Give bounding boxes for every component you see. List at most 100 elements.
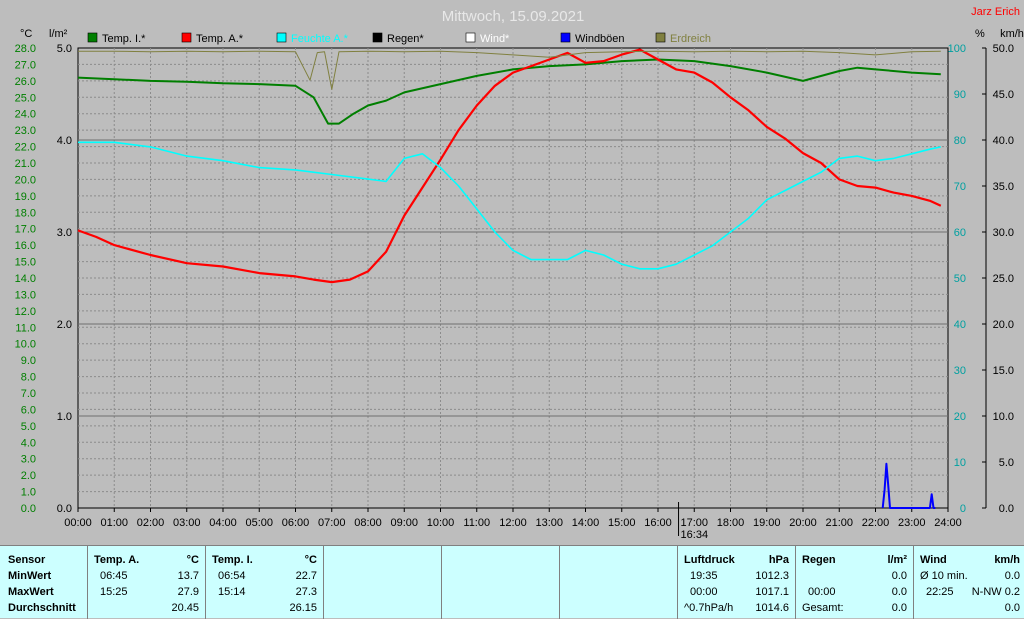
legend-label: Temp. I.*	[102, 33, 146, 45]
rain-unit-label: l/m²	[49, 28, 68, 40]
chart-legend: Temp. I.* Temp. A.* Feuchte A.* Regen* Wind*…	[87, 32, 711, 45]
legend-label: Regen*	[387, 33, 424, 45]
empty-column-2	[442, 546, 560, 619]
x-tick-label: 01:00	[100, 517, 128, 529]
x-tick-label: 06:00	[282, 517, 310, 529]
rain-tick-label: 1.0	[57, 411, 72, 423]
luftdruck-column: Luftdruck hPa 19:35 1012.3 00:00 1017.1 …	[678, 546, 796, 619]
legend-swatch	[465, 32, 476, 43]
temp-i-column: Temp. I. °C 06:54 22.7 15:14 27.3 26.15	[206, 546, 324, 619]
series-line-temp-i	[77, 58, 941, 125]
regen-total-value: 0.0	[891, 602, 907, 614]
temp-tick-label: 2.0	[21, 470, 36, 482]
legend-label: Feuchte A.*	[291, 33, 349, 45]
time-marker-label: 16:34	[681, 529, 709, 541]
legend-swatch	[655, 32, 666, 43]
legend-swatch	[87, 32, 98, 43]
temp-a-min-time: 06:45	[100, 570, 128, 582]
pct-tick-label: 60	[954, 227, 966, 239]
empty-column-1	[324, 546, 442, 619]
sensor-header: Sensor	[8, 554, 46, 566]
regen-header: Regen	[802, 554, 836, 566]
wind-tick-label: 20.0	[993, 319, 1014, 331]
luftdruck-min-time: 19:35	[690, 570, 718, 582]
legend-label: Windböen	[575, 33, 625, 45]
summary-panel: Sensor MinWert MaxWert Durchschnitt Temp…	[0, 545, 1024, 619]
wind-unit-label: km/h	[1000, 28, 1024, 40]
temp-tick-label: 9.0	[21, 355, 36, 367]
wind-tick-label: 25.0	[993, 273, 1014, 285]
series-line-windb-en	[881, 462, 936, 509]
temp-i-avg-value: 26.15	[289, 602, 317, 614]
regen-total-label: Gesamt:	[802, 602, 844, 614]
temp-i-unit: °C	[304, 554, 317, 566]
wind-tick-label: 45.0	[993, 89, 1014, 101]
x-tick-label: 22:00	[862, 517, 890, 529]
sensor-row-min: MinWert	[8, 570, 52, 582]
x-tick-label: 21:00	[825, 517, 853, 529]
temp-tick-label: 11.0	[15, 322, 36, 334]
temp-a-max-time: 15:25	[100, 586, 128, 598]
legend-swatch	[372, 32, 383, 43]
sensor-row-avg: Durchschnitt	[8, 602, 76, 614]
pct-tick-label: 90	[954, 89, 966, 101]
legend-swatch	[181, 32, 192, 43]
pct-tick-label: 30	[954, 365, 966, 377]
rain-tick-label: 4.0	[57, 135, 72, 147]
chart-title: Mittwoch, 15.09.2021	[442, 8, 585, 25]
temp-tick-label: 16.0	[15, 240, 36, 252]
temp-tick-label: 12.0	[15, 306, 36, 318]
x-tick-label: 20:00	[789, 517, 817, 529]
temp-tick-label: 7.0	[21, 388, 36, 400]
luftdruck-trend: ^0.7hPa/h	[684, 602, 734, 614]
pct-tick-label: 50	[954, 273, 966, 285]
regen-unit: l/m²	[887, 554, 907, 566]
regen-column: Regen l/m² 0.0 00:00 0.0 Gesamt: 0.0	[796, 546, 914, 619]
rain-tick-label: 5.0	[57, 43, 72, 55]
x-tick-label: 04:00	[209, 517, 237, 529]
temp-i-min-time: 06:54	[218, 570, 246, 582]
legend-label: Wind*	[480, 33, 510, 45]
x-tick-label: 15:00	[608, 517, 636, 529]
wind-min-label: Ø 10 min.	[920, 570, 968, 582]
wind-min-value: 0.0	[1004, 570, 1020, 582]
x-tick-label: 12:00	[499, 517, 527, 529]
pct-tick-label: 0	[960, 503, 966, 515]
regen-min-value: 0.0	[891, 570, 907, 582]
wind-tick-label: 15.0	[993, 365, 1014, 377]
temp-a-avg-value: 20.45	[171, 602, 199, 614]
temp-tick-label: 21.0	[15, 158, 36, 170]
x-tick-label: 10:00	[427, 517, 455, 529]
wind-tick-label: 50.0	[993, 43, 1014, 55]
luftdruck-avg-value: 1014.6	[755, 602, 789, 614]
legend-swatch	[276, 32, 287, 43]
luftdruck-min-value: 1012.3	[755, 570, 789, 582]
pct-tick-label: 80	[954, 135, 966, 147]
regen-max-value: 0.0	[891, 586, 907, 598]
temp-tick-label: 5.0	[21, 421, 36, 433]
x-tick-label: 13:00	[535, 517, 563, 529]
x-tick-label: 03:00	[173, 517, 201, 529]
temp-tick-label: 26.0	[15, 76, 36, 88]
temp-i-max-time: 15:14	[218, 586, 246, 598]
luftdruck-header: Luftdruck	[684, 554, 735, 566]
wind-tick-label: 10.0	[993, 411, 1014, 423]
temp-tick-label: 19.0	[15, 191, 36, 203]
pct-tick-label: 40	[954, 319, 966, 331]
wind-tick-label: 30.0	[993, 227, 1014, 239]
temp-a-max-value: 27.9	[177, 586, 199, 598]
time-marker: 16:34	[678, 502, 709, 541]
temp-tick-label: 17.0	[15, 224, 36, 236]
luftdruck-max-time: 00:00	[690, 586, 718, 598]
chart-background	[0, 0, 1024, 545]
x-tick-label: 23:00	[898, 517, 926, 529]
pct-tick-label: 70	[954, 181, 966, 193]
luftdruck-max-value: 1017.1	[755, 586, 789, 598]
temp-tick-label: 22.0	[15, 142, 36, 154]
author-label: Jarz Erich	[971, 6, 1020, 18]
temp-tick-label: 25.0	[15, 92, 36, 104]
legend-label: Erdreich	[670, 33, 711, 45]
sensor-column: Sensor MinWert MaxWert Durchschnitt	[0, 546, 88, 619]
legend-label: Temp. A.*	[196, 33, 244, 45]
temp-unit-label: °C	[20, 28, 32, 40]
